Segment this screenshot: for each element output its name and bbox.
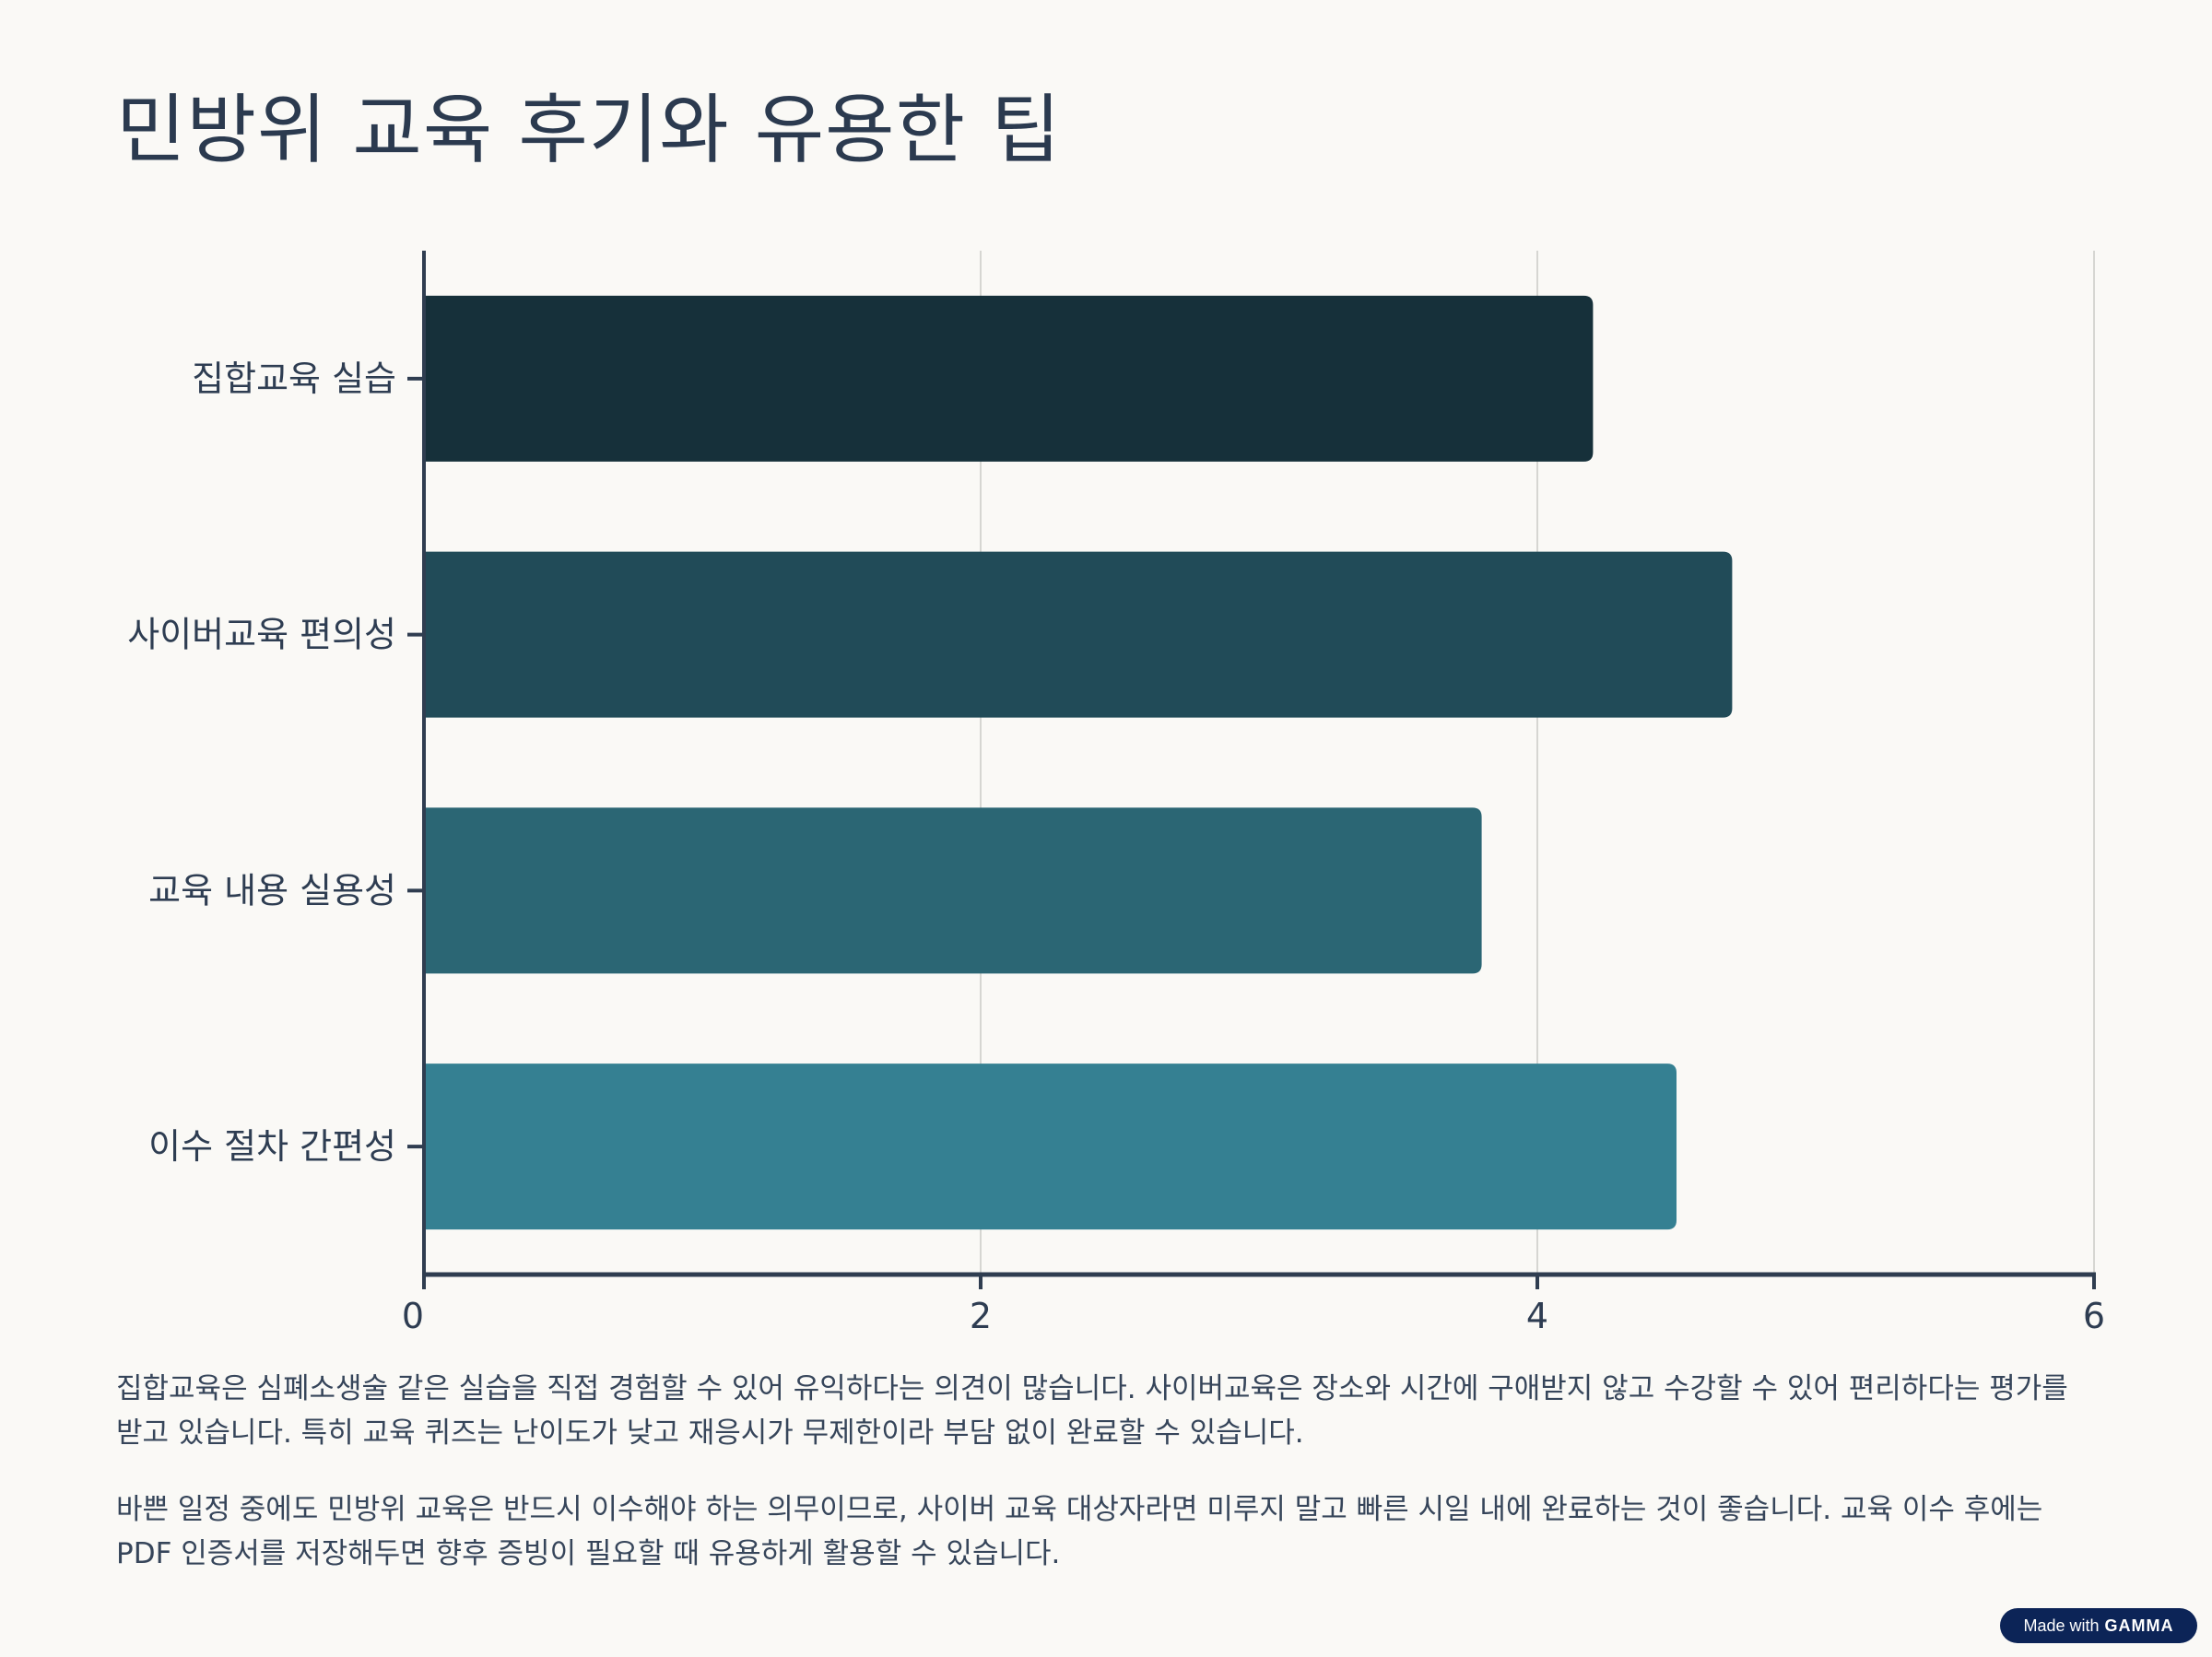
y-tick-label-3: 이수 절차 간편성 [148, 1126, 396, 1167]
y-tick-label-0: 집합교육 실습 [192, 358, 396, 399]
badge-prefix: Made with [2023, 1616, 2100, 1635]
bar-3 [424, 1064, 1677, 1230]
page-title: 민방위 교육 후기와 유용한 팁 [116, 87, 1062, 174]
badge-brand: GAMMA [2104, 1616, 2174, 1635]
chart-bars [424, 295, 1733, 1230]
y-tick-label-2: 교육 내용 실용성 [148, 870, 396, 911]
made-with-gamma-badge[interactable]: Made with GAMMA [2000, 1608, 2197, 1643]
x-tick-label-0: 0 [402, 1296, 424, 1336]
y-tick-label-1: 사이버교육 편의성 [127, 615, 396, 655]
bar-2 [424, 807, 1482, 974]
x-tick-label-2: 4 [1526, 1296, 1548, 1336]
description-paragraph-1: 집합교육은 심폐소생술 같은 실습을 직접 경험할 수 있어 유익하다는 의견이… [116, 1372, 2068, 1450]
x-tick-label-1: 2 [970, 1296, 992, 1336]
bar-1 [424, 551, 1733, 718]
chart-axes [407, 251, 2096, 1289]
bar-0 [424, 295, 1594, 462]
x-tick-label-3: 6 [2083, 1296, 2105, 1336]
description-paragraph-2: 바쁜 일정 중에도 민방위 교육은 반드시 이수해야 하는 의무이므로, 사이버… [116, 1493, 2043, 1570]
